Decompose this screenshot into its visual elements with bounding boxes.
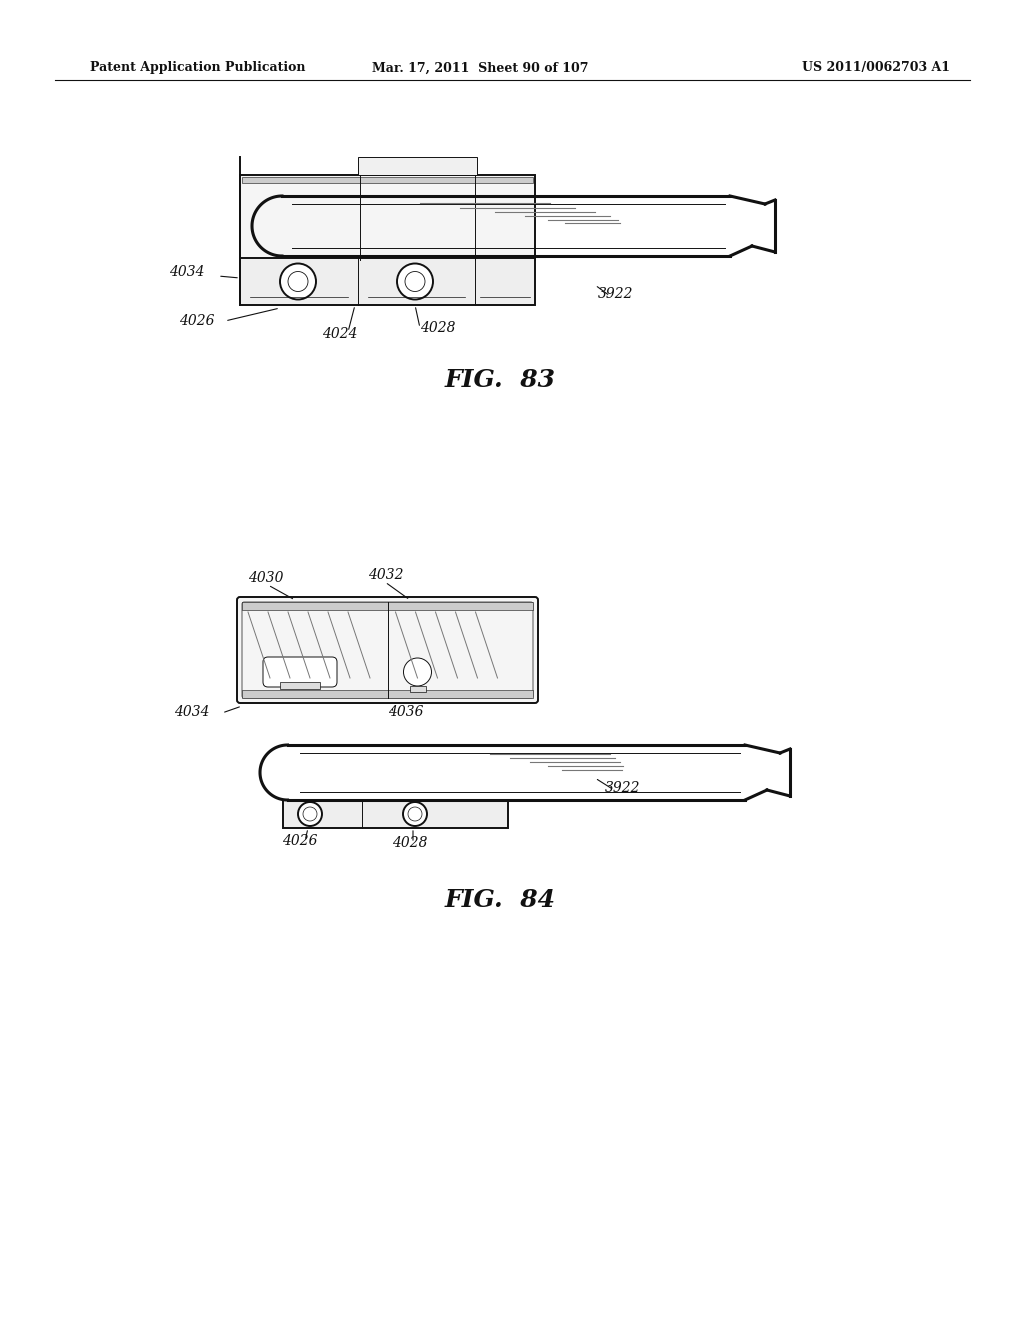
Polygon shape	[242, 177, 534, 183]
Polygon shape	[242, 602, 534, 610]
Text: 4024: 4024	[323, 327, 357, 341]
Circle shape	[397, 264, 433, 300]
Polygon shape	[358, 157, 477, 176]
Polygon shape	[280, 682, 319, 689]
Polygon shape	[410, 686, 426, 692]
Text: 4028: 4028	[392, 836, 428, 850]
Text: Mar. 17, 2011  Sheet 90 of 107: Mar. 17, 2011 Sheet 90 of 107	[372, 62, 588, 74]
FancyBboxPatch shape	[237, 597, 538, 704]
Text: 3922: 3922	[598, 286, 634, 301]
Circle shape	[298, 803, 322, 826]
FancyBboxPatch shape	[263, 657, 337, 686]
FancyBboxPatch shape	[240, 176, 535, 260]
Text: 4030: 4030	[248, 572, 284, 585]
Text: 4028: 4028	[420, 321, 456, 335]
Circle shape	[403, 803, 427, 826]
Text: 4026: 4026	[179, 314, 215, 327]
Text: 4036: 4036	[388, 705, 424, 719]
Text: 3922: 3922	[605, 781, 640, 795]
Polygon shape	[283, 800, 508, 828]
Text: FIG.  83: FIG. 83	[444, 368, 555, 392]
Polygon shape	[240, 257, 535, 305]
Text: FIG.  84: FIG. 84	[444, 888, 555, 912]
Text: 4032: 4032	[368, 568, 403, 582]
Polygon shape	[242, 690, 534, 698]
Circle shape	[280, 264, 316, 300]
Text: 4026: 4026	[283, 834, 317, 847]
Text: US 2011/0062703 A1: US 2011/0062703 A1	[802, 62, 950, 74]
Circle shape	[403, 657, 431, 686]
Text: 4034: 4034	[170, 265, 205, 279]
Text: 4034: 4034	[174, 705, 210, 719]
Text: Patent Application Publication: Patent Application Publication	[90, 62, 305, 74]
